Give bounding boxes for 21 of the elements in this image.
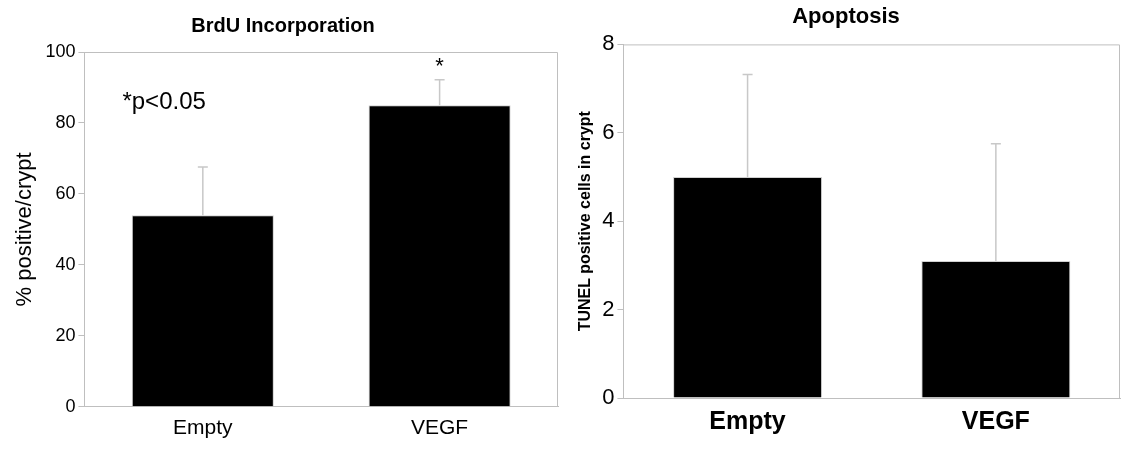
x-tick-label: VEGF xyxy=(961,405,1030,434)
y-tick-label: 40 xyxy=(55,253,76,274)
y-tick-label: 2 xyxy=(602,295,615,321)
y-axis-title: % positive/crypt xyxy=(11,152,37,307)
y-axis-title: TUNEL positive cells in crypt xyxy=(576,110,594,332)
y-tick-label: 0 xyxy=(65,395,76,416)
x-tick-label: Empty xyxy=(173,415,234,439)
annotation: *p<0.05 xyxy=(122,86,206,114)
y-tick-label: 8 xyxy=(602,30,615,56)
chart-title: BrdU Incorporation xyxy=(191,13,375,36)
y-tick-label: 60 xyxy=(55,182,76,203)
x-tick-label: Empty xyxy=(709,405,786,434)
y-tick-label: 100 xyxy=(45,40,76,61)
annotation: * xyxy=(435,52,445,78)
chart-title: Apoptosis xyxy=(792,3,900,29)
y-tick-label: 4 xyxy=(602,207,615,233)
y-tick-label: 80 xyxy=(55,111,76,132)
y-tick-label: 0 xyxy=(602,384,615,410)
y-tick-label: 20 xyxy=(55,324,76,345)
y-tick-label: 6 xyxy=(602,118,615,144)
x-tick-label: VEGF xyxy=(411,415,469,439)
